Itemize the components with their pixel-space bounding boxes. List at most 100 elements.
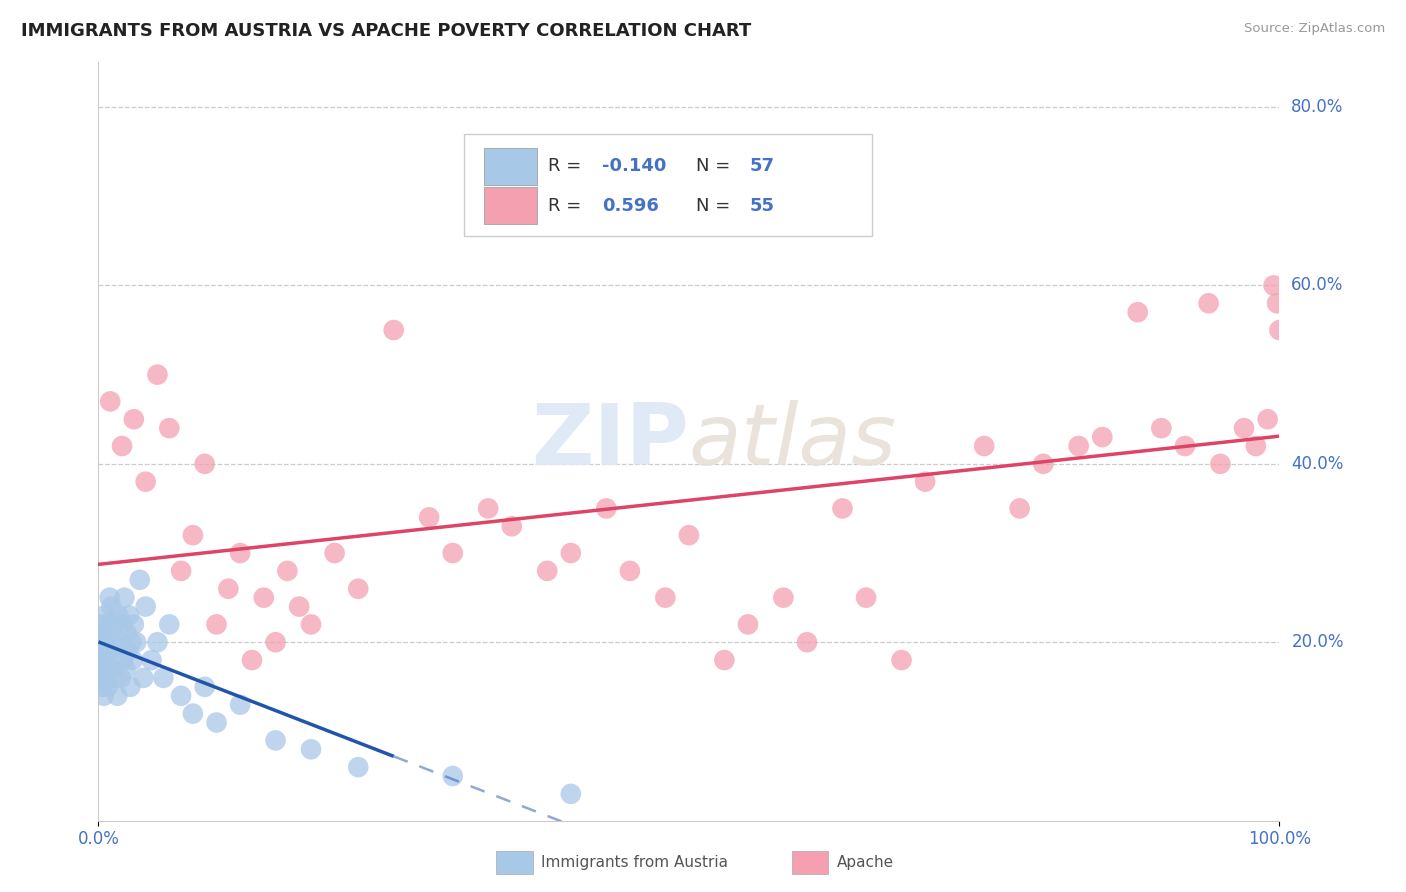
Point [914,475,936,489]
Point [347,582,370,596]
Point [973,439,995,453]
Point [97,626,120,640]
Point [97,680,120,694]
Point [96,671,118,685]
Text: Source: ZipAtlas.com: Source: ZipAtlas.com [1244,22,1385,36]
Text: 20.0%: 20.0% [1291,633,1344,651]
Point [181,528,204,542]
Point [114,662,136,676]
Point [619,564,641,578]
Point [501,519,523,533]
Text: N =: N = [696,197,735,215]
Point [115,626,138,640]
Point [1032,457,1054,471]
Point [229,698,252,712]
Point [772,591,794,605]
Point [205,617,228,632]
Point [141,653,163,667]
Point [713,653,735,667]
Text: 40.0%: 40.0% [1291,455,1344,473]
Point [288,599,311,614]
Point [121,635,143,649]
Point [560,546,582,560]
Text: ZIP: ZIP [531,400,689,483]
Point [125,635,148,649]
Point [90,653,112,667]
Text: 80.0%: 80.0% [1291,98,1344,116]
Point [91,644,114,658]
Point [132,671,155,685]
Point [418,510,440,524]
Point [105,653,128,667]
Point [120,680,142,694]
Point [101,635,124,649]
Point [796,635,818,649]
Point [240,653,263,667]
Text: 60.0%: 60.0% [1291,277,1344,294]
Point [1126,305,1149,319]
Point [93,689,115,703]
Point [560,787,582,801]
Point [737,617,759,632]
Point [96,617,118,632]
Point [112,653,135,667]
Point [477,501,499,516]
Point [93,608,115,623]
Point [536,564,558,578]
Point [654,591,676,605]
Point [135,599,157,614]
Point [98,644,121,658]
Point [103,671,125,685]
Point [118,608,141,623]
Point [229,546,252,560]
Point [253,591,276,605]
Point [831,501,853,516]
Point [678,528,700,542]
Point [111,439,134,453]
Point [217,582,239,596]
Point [595,501,617,516]
Point [1174,439,1197,453]
Point [181,706,204,721]
Point [111,617,134,632]
Text: IMMIGRANTS FROM AUSTRIA VS APACHE POVERTY CORRELATION CHART: IMMIGRANTS FROM AUSTRIA VS APACHE POVERT… [21,22,751,40]
Point [122,617,145,632]
Point [89,635,111,649]
Point [110,671,132,685]
Point [855,591,877,605]
Point [98,591,121,605]
Point [1091,430,1114,444]
Point [1233,421,1256,435]
Point [91,680,114,694]
Point [1263,278,1285,293]
Point [205,715,228,730]
Point [347,760,370,774]
Point [90,617,112,632]
Point [1067,439,1090,453]
Point [91,626,114,640]
Point [104,617,127,632]
Point [1008,501,1031,516]
Point [1209,457,1232,471]
Point [170,564,193,578]
Point [194,457,217,471]
Text: R =: R = [548,197,588,215]
Text: 0.596: 0.596 [602,197,658,215]
Point [264,733,287,747]
Point [264,635,287,649]
Point [112,591,135,605]
Point [1198,296,1220,310]
Text: -0.140: -0.140 [602,157,666,176]
Point [1150,421,1173,435]
Point [194,680,217,694]
Point [107,608,129,623]
Point [441,546,464,560]
Point [1268,323,1291,337]
Point [323,546,346,560]
Text: 55: 55 [749,197,775,215]
Point [98,394,121,409]
Point [890,653,912,667]
Point [146,635,169,649]
Point [108,635,131,649]
Point [441,769,464,783]
